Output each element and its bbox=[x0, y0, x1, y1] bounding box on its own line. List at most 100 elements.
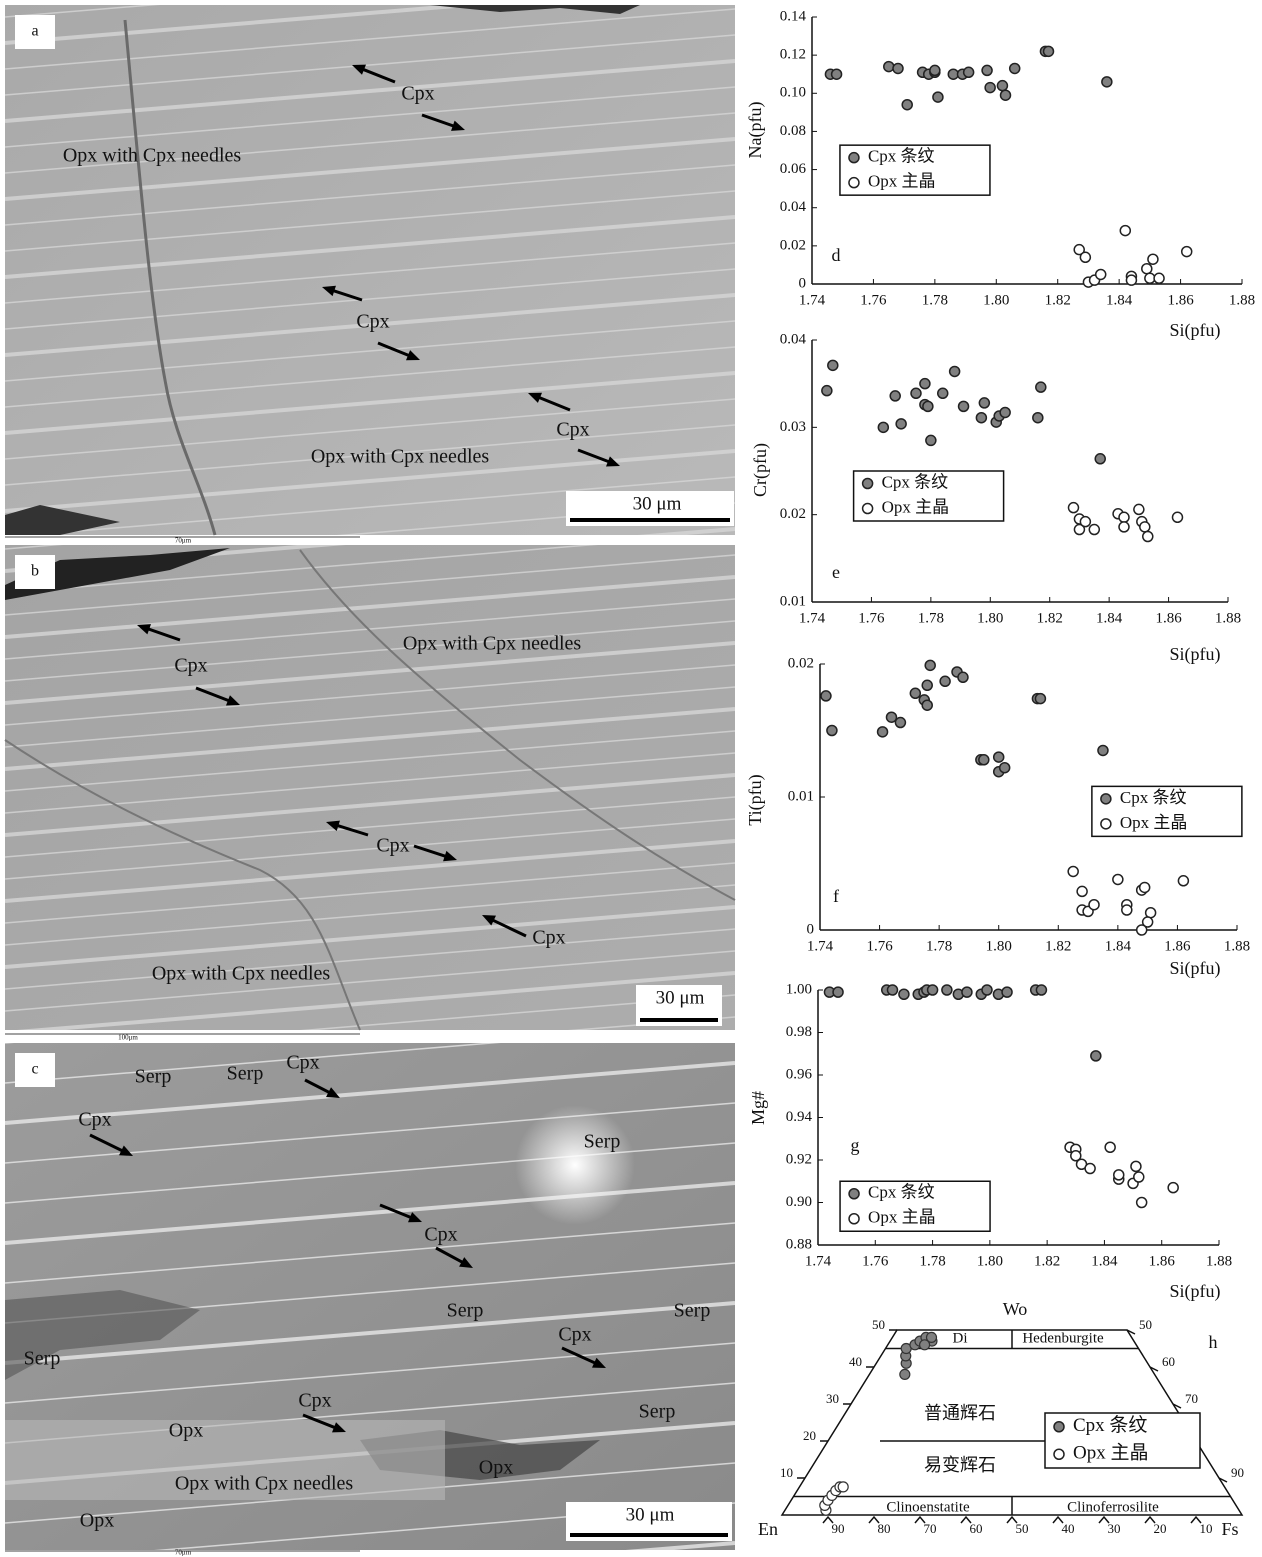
y-tick-label: 0 bbox=[799, 275, 807, 291]
image-label: Serp bbox=[674, 1300, 711, 1322]
wo-tick-label: 30 bbox=[826, 1391, 839, 1406]
y-tick-label: 0.10 bbox=[780, 85, 806, 101]
image-label: Serp bbox=[135, 1066, 172, 1088]
image-label: Cpx bbox=[556, 419, 589, 441]
legend-label: Cpx 条纹 bbox=[1073, 1414, 1147, 1436]
point bbox=[922, 680, 932, 690]
image-label: Cpx bbox=[401, 83, 434, 105]
image-label: Serp bbox=[227, 1063, 264, 1085]
point bbox=[985, 83, 995, 93]
legend-marker bbox=[863, 504, 873, 514]
point bbox=[1044, 46, 1054, 56]
legend-marker bbox=[849, 1214, 859, 1224]
point bbox=[922, 700, 932, 710]
x-tick-label: 1.74 bbox=[799, 610, 826, 626]
point bbox=[1148, 254, 1158, 264]
x-tick-label: 1.80 bbox=[977, 1253, 1003, 1269]
point bbox=[1143, 532, 1153, 542]
x-tick-label: 1.74 bbox=[799, 292, 826, 308]
y-tick-label: 0.92 bbox=[786, 1151, 812, 1167]
panel-letter: h bbox=[1209, 1332, 1218, 1352]
frame-label: 70μm bbox=[175, 1549, 192, 1557]
point bbox=[942, 985, 952, 995]
field-label: Hedenburgite bbox=[1022, 1330, 1104, 1346]
frame-label: 70μm bbox=[175, 537, 192, 545]
legend-label: Opx 主晶 bbox=[868, 1208, 936, 1227]
fs-tick-label: 50 bbox=[1139, 1317, 1152, 1332]
y-tick-label: 0.04 bbox=[780, 199, 807, 215]
point bbox=[933, 92, 943, 102]
panel-letter: g bbox=[851, 1135, 860, 1155]
image-label: Opx with Cpx needles bbox=[152, 963, 331, 985]
point bbox=[900, 1369, 910, 1379]
point bbox=[828, 360, 838, 370]
panel-letter: a bbox=[31, 23, 38, 40]
point bbox=[1105, 1142, 1115, 1152]
point bbox=[925, 660, 935, 670]
field-label: 普通辉石 bbox=[924, 1403, 996, 1423]
point bbox=[982, 985, 992, 995]
legend-marker bbox=[1101, 794, 1111, 804]
point bbox=[940, 676, 950, 686]
point bbox=[1000, 763, 1010, 773]
point bbox=[1035, 694, 1045, 704]
point bbox=[994, 752, 1004, 762]
x-tick-label: 1.74 bbox=[805, 1253, 832, 1269]
x-tick-label: 1.82 bbox=[1034, 1253, 1060, 1269]
x-tick-label: 1.84 bbox=[1106, 292, 1133, 308]
image-label: Serp bbox=[584, 1131, 621, 1153]
point bbox=[1085, 1164, 1095, 1174]
field-label: Clinoenstatite bbox=[886, 1499, 970, 1515]
point bbox=[1096, 269, 1106, 279]
apex-label: Fs bbox=[1221, 1519, 1238, 1539]
y-axis-label: Na(pfu) bbox=[745, 102, 766, 159]
point bbox=[1114, 1170, 1124, 1180]
legend-marker bbox=[849, 1189, 859, 1199]
image-label: Opx bbox=[479, 1457, 513, 1479]
en-tick-label: 20 bbox=[1154, 1521, 1167, 1536]
point bbox=[1089, 525, 1099, 535]
bright-spot bbox=[515, 1105, 635, 1225]
legend-label: Cpx 条纹 bbox=[868, 1183, 935, 1202]
en-tick-label: 60 bbox=[970, 1521, 983, 1536]
y-tick-label: 0.01 bbox=[780, 593, 806, 609]
point bbox=[884, 62, 894, 72]
point bbox=[1080, 517, 1090, 527]
x-tick-label: 1.76 bbox=[866, 938, 893, 954]
point bbox=[1154, 273, 1164, 283]
point bbox=[1077, 886, 1087, 896]
y-tick-label: 0.03 bbox=[780, 419, 806, 435]
image-label: Serp bbox=[639, 1401, 676, 1423]
y-axis-label: Mg# bbox=[748, 1091, 768, 1125]
point bbox=[1113, 874, 1123, 884]
field-label: Di bbox=[953, 1330, 968, 1346]
image-label: Cpx bbox=[78, 1109, 111, 1131]
x-tick-label: 1.84 bbox=[1105, 938, 1132, 954]
en-tick-label: 30 bbox=[1108, 1521, 1121, 1536]
fs-tick-label: 90 bbox=[1231, 1465, 1244, 1480]
point bbox=[1089, 900, 1099, 910]
point bbox=[833, 987, 843, 997]
point bbox=[1126, 275, 1136, 285]
x-tick-label: 1.78 bbox=[922, 292, 948, 308]
x-tick-label: 1.88 bbox=[1206, 1253, 1232, 1269]
image-label: Serp bbox=[447, 1300, 484, 1322]
legend-label: Opx 主晶 bbox=[882, 497, 950, 516]
field-label: 易变辉石 bbox=[924, 1455, 996, 1475]
point bbox=[979, 398, 989, 408]
legend-label: Cpx 条纹 bbox=[882, 472, 949, 491]
point bbox=[1146, 908, 1156, 918]
x-tick-label: 1.80 bbox=[986, 938, 1012, 954]
point bbox=[938, 388, 948, 398]
legend-label: Cpx 条纹 bbox=[1120, 788, 1187, 807]
x-tick-label: 1.78 bbox=[919, 1253, 945, 1269]
wo-tick-label: 10 bbox=[780, 1465, 793, 1480]
point bbox=[887, 985, 897, 995]
point bbox=[962, 987, 972, 997]
y-tick-label: 0.14 bbox=[780, 8, 807, 24]
en-tick-label: 90 bbox=[832, 1521, 845, 1536]
point bbox=[827, 726, 837, 736]
y-tick-label: 0.88 bbox=[786, 1236, 812, 1252]
wo-tick-label: 20 bbox=[803, 1428, 816, 1443]
legend-label: Cpx 条纹 bbox=[868, 147, 935, 166]
